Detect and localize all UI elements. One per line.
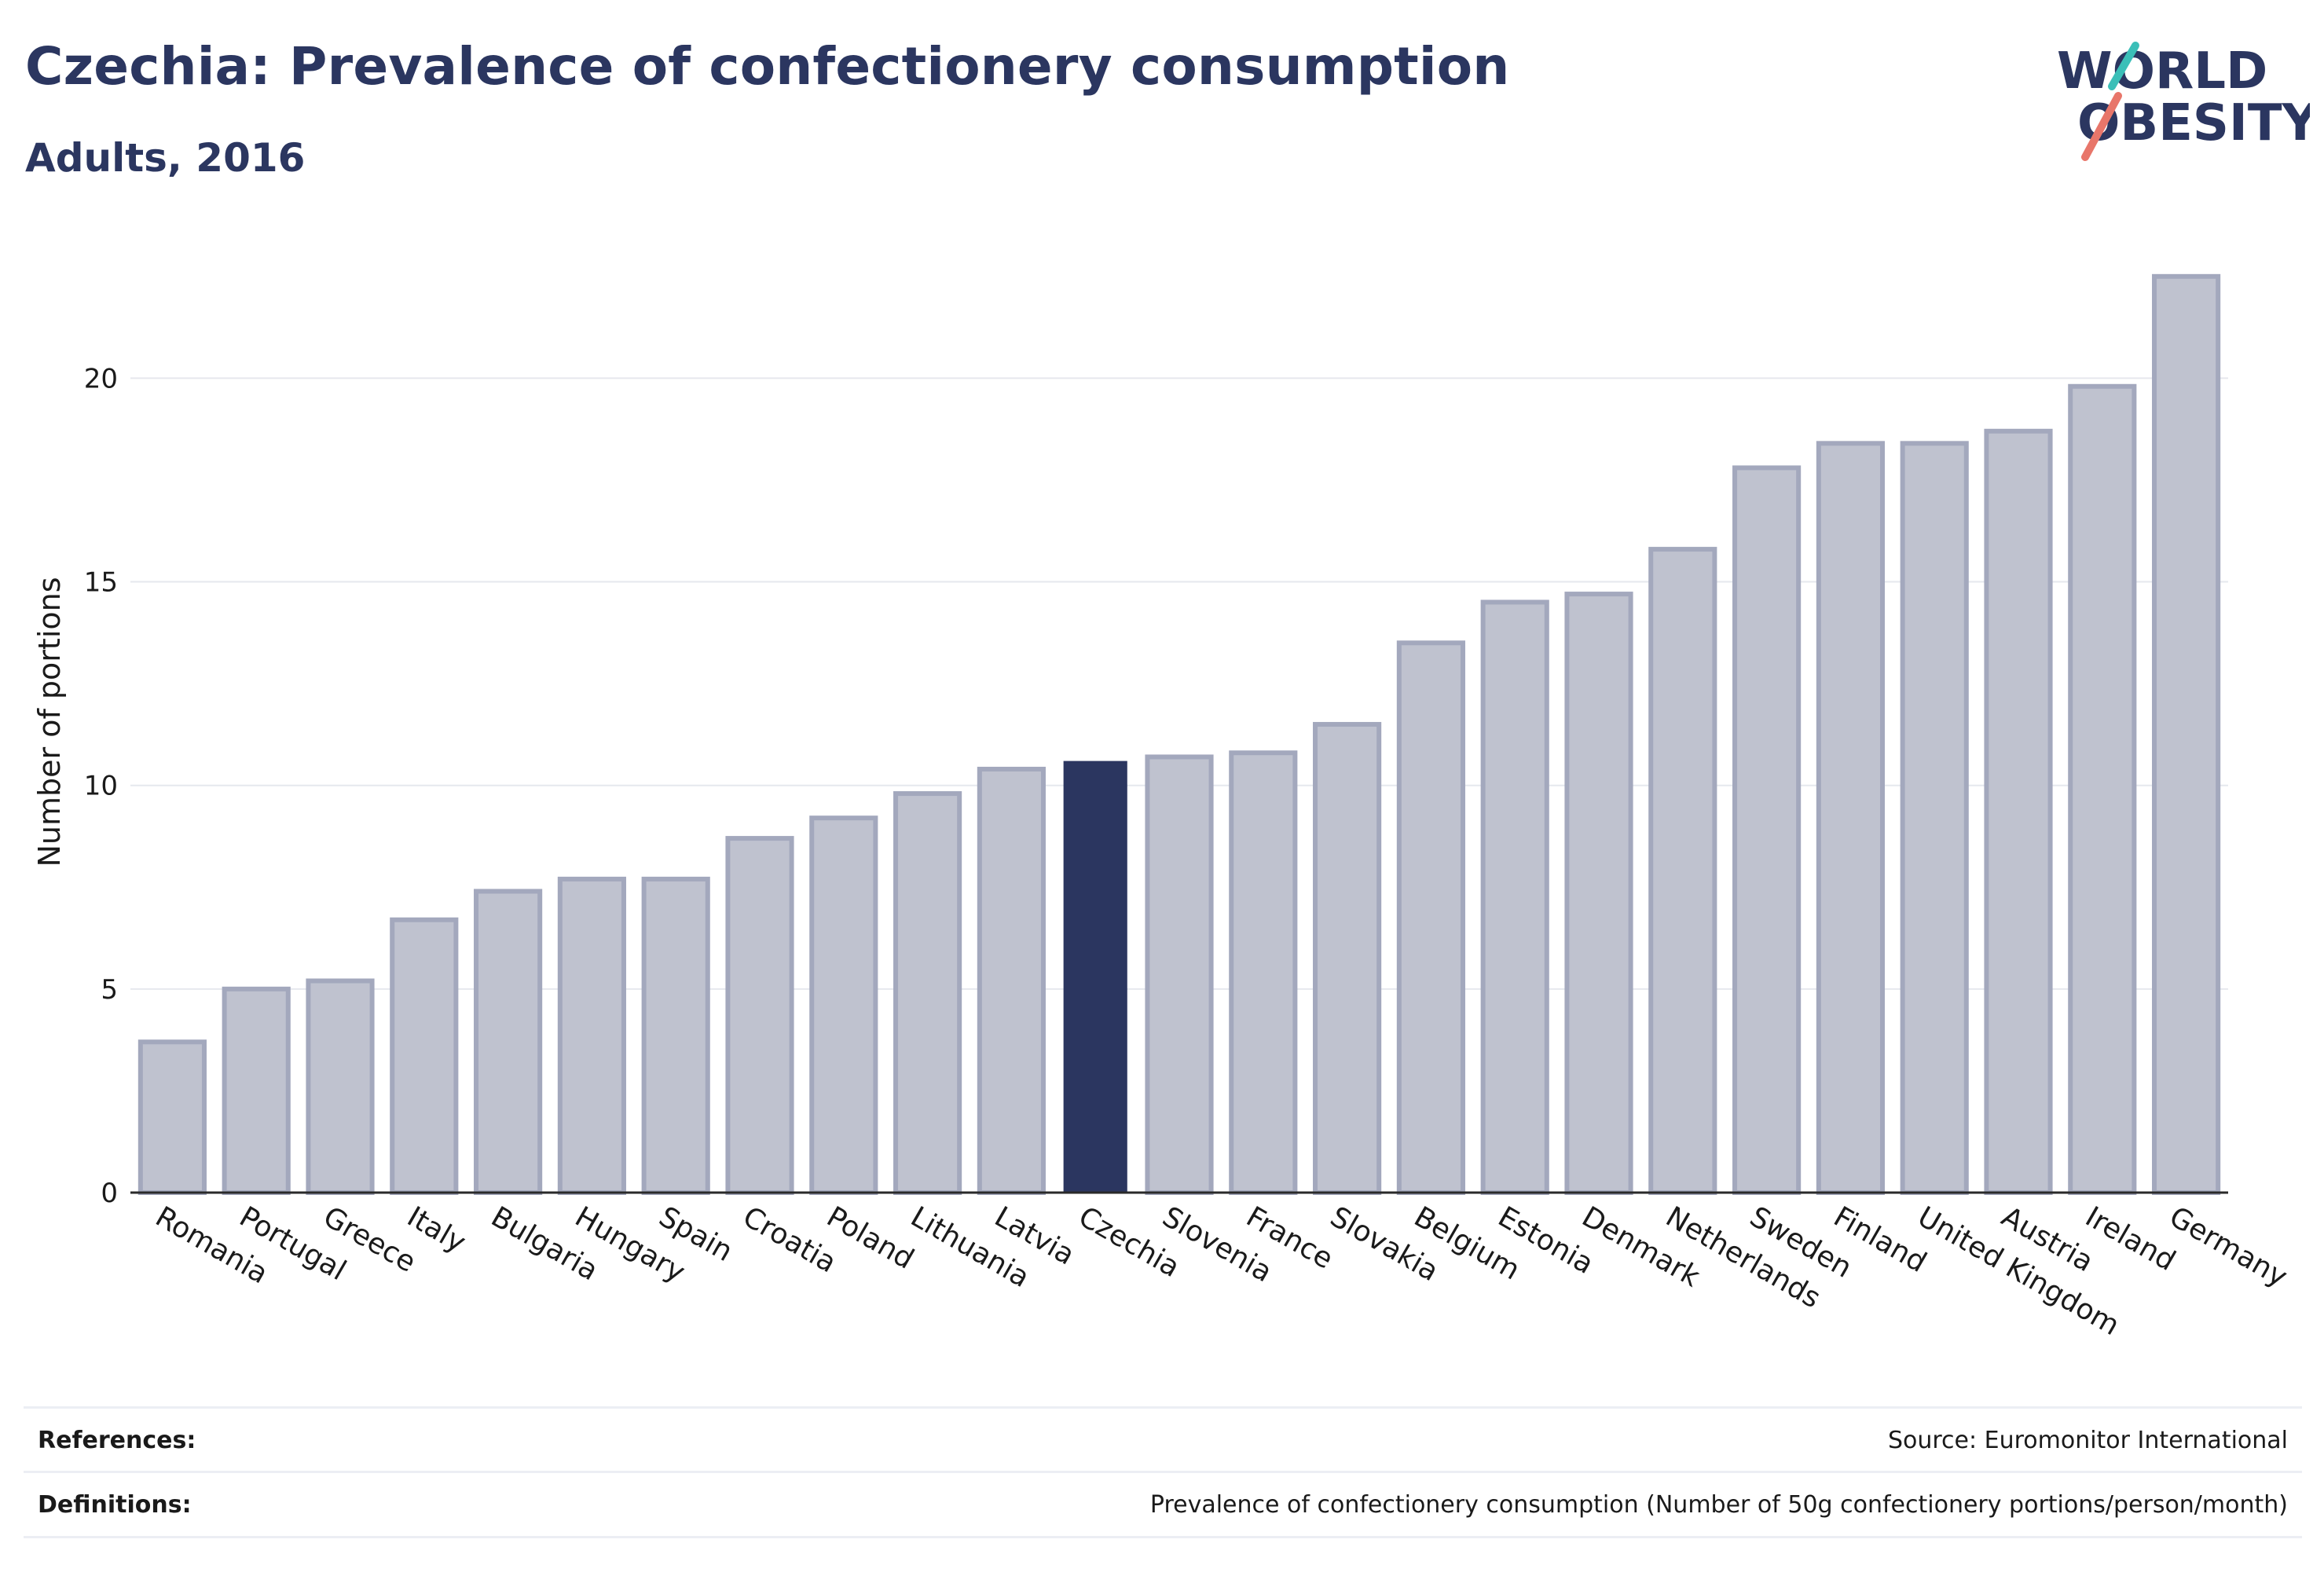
bar-slovenia: [1145, 754, 1214, 1195]
bar-portugal: [222, 986, 291, 1195]
bar-denmark: [1564, 592, 1633, 1195]
bar-romania: [137, 1039, 207, 1195]
chart-subtitle: Adults, 2016: [25, 135, 306, 181]
x-tick-label: Germany: [2164, 1200, 2293, 1293]
bar-united-kingdom: [1900, 441, 1969, 1195]
bar-austria: [1984, 428, 2053, 1195]
y-tick-label: 5: [101, 974, 118, 1006]
references-row: References: Source: Euromonitor Internat…: [24, 1406, 2302, 1472]
references-value: Source: Euromonitor International: [1887, 1426, 2288, 1454]
x-tick-label: Croatia: [738, 1200, 842, 1279]
bar-france: [1229, 750, 1298, 1195]
definitions-value: Prevalence of confectionery consumption …: [1149, 1490, 2288, 1519]
definitions-label: Definitions:: [38, 1490, 192, 1519]
y-tick-labels: 0 5 10 15 20: [84, 363, 118, 1209]
bar-poland: [809, 815, 878, 1196]
definitions-row: Definitions: Prevalence of confectionery…: [24, 1471, 2302, 1538]
bar-finland: [1816, 441, 1885, 1195]
logo-slash-bottom: [2081, 92, 2122, 161]
chart-title: Czechia: Prevalence of confectionery con…: [25, 36, 1510, 97]
bar-netherlands: [1648, 547, 1717, 1195]
y-tick-label: 15: [84, 567, 118, 599]
bar-greece: [306, 978, 375, 1195]
y-axis-label: Number of portions: [32, 577, 67, 867]
y-tick-label: 20: [84, 363, 118, 394]
references-label: References:: [38, 1426, 196, 1454]
bar-germany: [2152, 273, 2221, 1195]
x-tick-label: Poland: [821, 1200, 919, 1276]
bar-croatia: [725, 836, 794, 1195]
bar-estonia: [1480, 599, 1549, 1195]
y-tick-label: 0: [101, 1178, 118, 1209]
bar-italy: [390, 917, 459, 1196]
bar-belgium: [1396, 640, 1465, 1195]
bar-czechia: [1063, 761, 1127, 1193]
bar-spain: [641, 876, 710, 1195]
bar-hungary: [557, 876, 626, 1195]
bars: [137, 273, 2221, 1196]
x-tick-label: Ireland: [2080, 1200, 2180, 1277]
bar-bulgaria: [474, 889, 543, 1196]
bar-latvia: [977, 766, 1046, 1195]
bar-ireland: [2068, 383, 2137, 1195]
y-tick-label: 10: [84, 771, 118, 802]
world-obesity-logo: WORLD OBESITY: [2057, 42, 2310, 161]
bar-sweden: [1732, 465, 1802, 1195]
bar-slovakia: [1313, 721, 1382, 1195]
logo-text-world: WORLD: [2057, 42, 2267, 101]
bar-lithuania: [893, 791, 962, 1196]
logo-slash-top: [2108, 42, 2139, 90]
